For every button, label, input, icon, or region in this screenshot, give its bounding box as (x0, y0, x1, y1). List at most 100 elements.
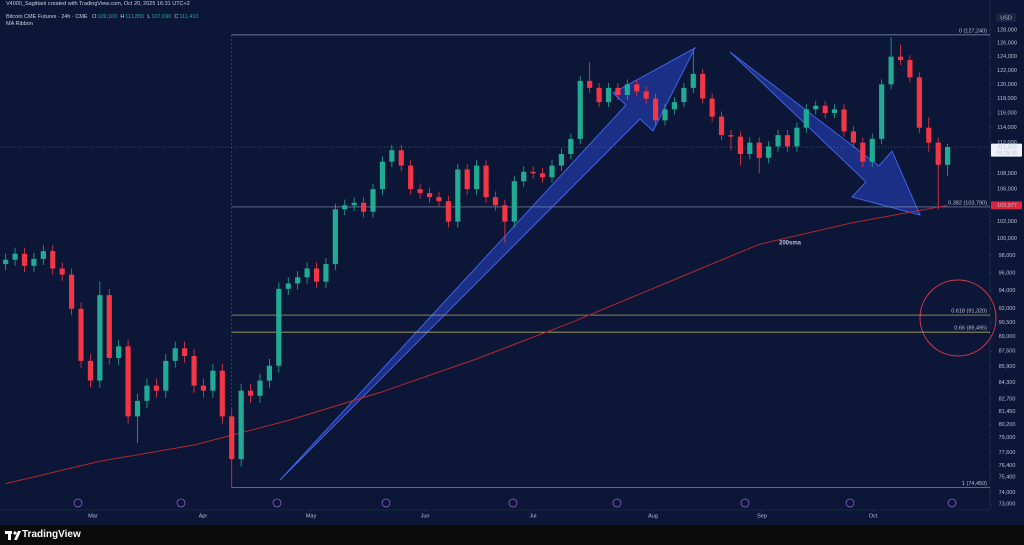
footer: TradingView (0, 525, 1024, 545)
event-icon[interactable] (272, 498, 282, 508)
ohlc-value: 111,850 (125, 14, 145, 20)
brand[interactable]: TradingView (22, 529, 81, 540)
candle-body (850, 131, 857, 143)
up-arrow (279, 46, 697, 481)
y-tick-label: 124,000 (997, 54, 1017, 60)
y-tick-label: 80,200 (999, 422, 1016, 428)
candle-body (681, 87, 687, 103)
candle-body (615, 87, 621, 95)
candle-body (530, 171, 536, 174)
event-icon[interactable] (73, 498, 83, 508)
candle-body (671, 102, 678, 110)
ohlc-key: C (174, 14, 179, 20)
candle-body (229, 416, 235, 460)
candle-body (455, 169, 461, 222)
logo (5, 531, 21, 540)
y-tick-label: 120,000 (997, 82, 1017, 88)
x-tick-label: Jun (421, 513, 430, 519)
y-tick-label: 118,000 (997, 96, 1016, 102)
candle-body (436, 197, 442, 202)
candle-body (398, 150, 404, 166)
y-tick-label: 77,600 (999, 450, 1016, 456)
y-tick-label: 82,700 (999, 396, 1016, 402)
event-icon[interactable] (740, 498, 750, 508)
y-tick-label: 128,000 (997, 27, 1017, 33)
y-tick-label: 87,500 (999, 349, 1016, 355)
y-tick-label: 74,000 (999, 490, 1016, 496)
ohlc-key: O (92, 14, 97, 20)
candle-body (511, 181, 517, 222)
candle-body (756, 142, 762, 158)
candle-body (97, 295, 103, 381)
candle-body (718, 116, 725, 136)
y-tick-label: 94,000 (999, 288, 1016, 294)
x-tick-label: May (306, 513, 317, 519)
candle-body (888, 56, 894, 85)
y-tick-label: 114,000 (997, 125, 1016, 131)
event-icon[interactable] (845, 498, 855, 508)
candle-body (304, 268, 310, 278)
currency[interactable]: USD (1000, 15, 1012, 21)
y-tick-label: 98,000 (999, 253, 1016, 259)
candle-body (31, 258, 37, 266)
candle-body (172, 348, 178, 361)
event-icon[interactable] (612, 498, 622, 508)
symbol[interactable]: Bitcoin CME Futures · 24h · CME (6, 14, 88, 20)
sma-price-box (991, 201, 1022, 210)
currency-box[interactable] (996, 13, 1016, 22)
candle-body (87, 360, 94, 381)
candle-body (125, 346, 131, 417)
candle-body (653, 98, 659, 121)
candle-body (21, 253, 28, 266)
candle-body (445, 201, 451, 222)
candle-body (879, 84, 885, 139)
fib-label: 0.66 (89,495) (954, 326, 987, 332)
fib-label: 1 (74,450) (962, 481, 987, 487)
candle-body (182, 348, 188, 356)
candle-body (285, 283, 291, 289)
candle-body (709, 98, 715, 117)
candle-body (351, 202, 357, 206)
x-tick-label: Sep (757, 513, 767, 519)
ohlc-value: 111,410 (179, 14, 199, 20)
candle-body (502, 205, 508, 222)
candle-body (276, 288, 282, 366)
candle-body (323, 264, 329, 282)
candle-body (577, 80, 583, 139)
event-icon[interactable] (508, 498, 518, 508)
candle-body (106, 295, 112, 358)
y-tick-label: 116,000 (997, 110, 1016, 116)
candle-body (483, 165, 489, 198)
candle-body (841, 109, 847, 132)
candle-body (737, 136, 743, 155)
candle-body (813, 105, 819, 110)
indicator[interactable]: MA Ribbon (6, 21, 33, 27)
event-icons (73, 498, 957, 508)
candle-body (897, 56, 904, 61)
candle-body (379, 161, 386, 190)
candle-body (474, 165, 480, 190)
y-tick-label: 89,000 (999, 334, 1016, 340)
candle-body (370, 189, 376, 212)
background (0, 0, 1024, 525)
candle-body (539, 173, 546, 178)
candle-body (822, 105, 828, 113)
fib-label: 0.618 (91,320) (951, 309, 987, 315)
y-tick-label: 81,450 (999, 409, 1016, 415)
event-icon[interactable] (176, 498, 186, 508)
candle-body (831, 109, 838, 113)
event-icon[interactable] (947, 498, 957, 508)
candle-body (332, 209, 338, 265)
candle-body (266, 365, 272, 381)
candle-body (568, 138, 574, 155)
y-tick-label: 106,000 (997, 187, 1017, 193)
candle-body (257, 380, 263, 396)
candle-body (219, 370, 225, 417)
x-tick-label: Apr (199, 513, 208, 519)
candle-body (247, 390, 254, 396)
ohlc-value: 109,100 (97, 14, 118, 20)
sma-label: 200sma (779, 241, 802, 247)
event-icon[interactable] (381, 498, 391, 508)
candle-body (59, 268, 65, 275)
y-tick-label: 112,000 (997, 140, 1016, 146)
